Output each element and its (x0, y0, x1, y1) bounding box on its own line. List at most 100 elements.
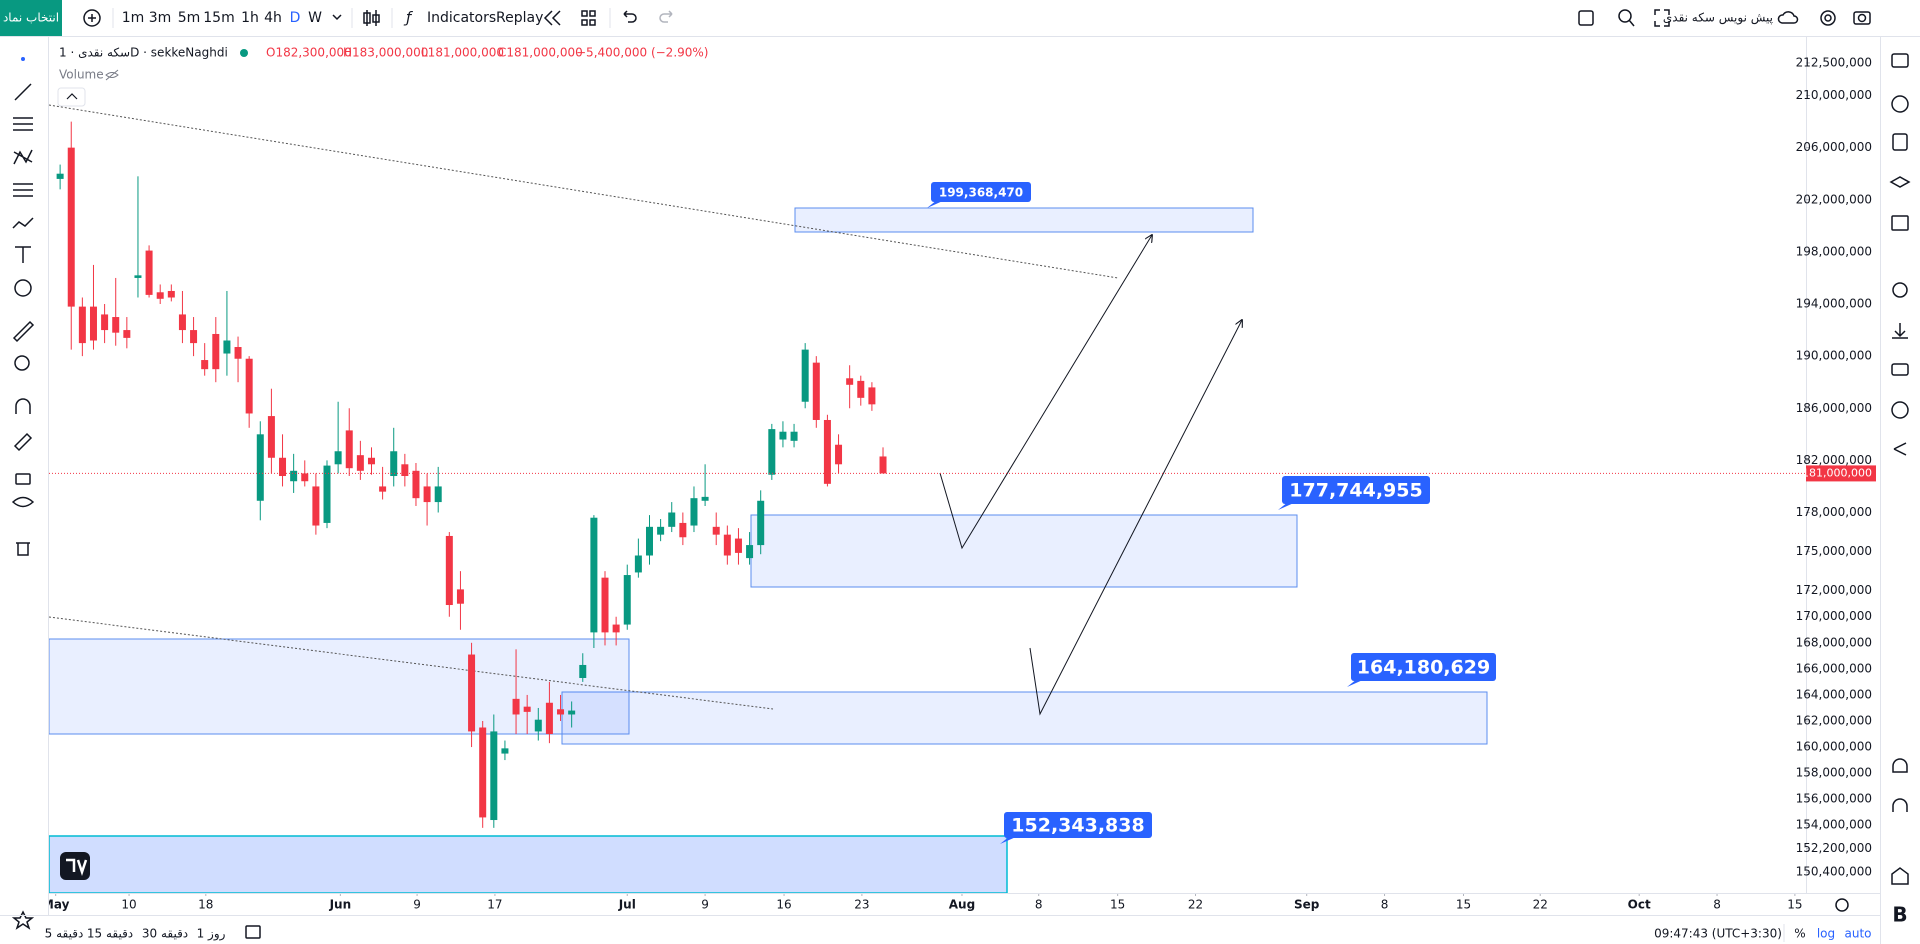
text-tool[interactable] (15, 246, 31, 263)
layers-icon[interactable] (1889, 176, 1911, 188)
auto-toggle[interactable]: auto (1844, 927, 1871, 941)
range-button[interactable]: 5 دقیقه (45, 927, 84, 941)
lock-tool[interactable] (15, 473, 31, 485)
interval-dropdown-icon[interactable] (332, 14, 342, 21)
candle-body (601, 577, 609, 633)
interval-group: 1m 3m 5m 15m 1h 4h D W (122, 10, 322, 26)
candle-body (701, 496, 709, 501)
draft-label[interactable]: پیش نویس سکه نقدی (1663, 11, 1773, 26)
cloud-icon[interactable] (1777, 11, 1799, 24)
share-icon[interactable] (1893, 442, 1907, 456)
notifications-icon[interactable] (1892, 758, 1908, 773)
candle-body (734, 538, 742, 553)
volume-hidden-icon[interactable] (105, 69, 119, 81)
interval-button[interactable]: 1h (241, 10, 259, 26)
zoom-icon-handle (1628, 19, 1635, 27)
icon-stroke (372, 14, 380, 23)
settings-side-icon[interactable] (1892, 282, 1908, 298)
interval-button[interactable]: D (290, 10, 301, 26)
watchlist-icon[interactable] (1891, 53, 1909, 68)
log-toggle[interactable]: log (1817, 927, 1835, 941)
sidebar-badge[interactable]: B (1892, 903, 1907, 927)
undo-icon[interactable] (623, 10, 637, 23)
visibility-tool[interactable] (11, 496, 35, 508)
redo-icon[interactable] (659, 10, 673, 23)
range-button[interactable]: 30 دقیقه (142, 927, 188, 941)
replay-icon[interactable] (543, 10, 561, 26)
cursor-tool[interactable] (21, 57, 25, 61)
symbol-button[interactable] (0, 0, 62, 36)
callout-label: 152,343,838 (1011, 815, 1144, 837)
candle-body (134, 275, 142, 278)
callout-label: 164,180,629 (1357, 657, 1490, 679)
candle-body (868, 387, 876, 405)
interval-button[interactable]: 1m (122, 10, 145, 26)
emoji-tool[interactable] (14, 279, 32, 297)
goto-date-icon[interactable] (245, 925, 261, 939)
candle-body (790, 431, 798, 441)
percent-toggle[interactable]: % (1794, 927, 1805, 941)
candle-body (612, 624, 620, 633)
clock: 09:47:43 (UTC+3:30) (1654, 927, 1782, 941)
logo-mark (66, 858, 88, 876)
indicators-button[interactable]: Indicators (427, 10, 496, 26)
alerts-icon[interactable] (1891, 95, 1909, 113)
y-tick-label: 194,000,000 (1796, 297, 1872, 311)
legend: سکه نقدی · 1D · sekkeNaghdi O182,300,000… (57, 46, 708, 107)
notes-icon[interactable] (1892, 133, 1908, 151)
brush-tool[interactable] (12, 217, 34, 229)
zone-box (794, 207, 1254, 233)
interval-button[interactable]: W (308, 10, 322, 26)
add-symbol-icon[interactable] (83, 9, 101, 27)
y-tick-label: 190,000,000 (1796, 349, 1872, 363)
interval-button[interactable]: 15m (203, 10, 234, 26)
candle-body (823, 419, 831, 484)
candle-body (679, 522, 687, 538)
interval-button[interactable]: 4h (264, 10, 282, 26)
candle-body (523, 706, 531, 712)
bottom-bar: 5 دقیقه 15 دقیقه 30 دقیقه 1 روز 09:47:43 (U… (0, 915, 1880, 942)
interval-button[interactable]: 5m (178, 10, 201, 26)
y-tick-label: 152,200,000 (1796, 841, 1872, 855)
trendline-tool[interactable] (14, 83, 32, 101)
x-tick-label: 9 (701, 898, 709, 912)
fullscreen-icon[interactable] (1654, 9, 1670, 27)
pattern-tool[interactable] (13, 149, 33, 165)
legend-volume[interactable]: Volume (59, 68, 104, 82)
range-button[interactable]: 1 روز (197, 927, 226, 942)
y-tick-label: 166,000,000 (1796, 661, 1872, 675)
fib-tool[interactable] (13, 117, 33, 131)
home-icon[interactable] (1891, 867, 1909, 885)
delete-tool[interactable] (16, 542, 30, 556)
last-price-tag (1806, 465, 1876, 482)
zoom-icon[interactable] (1618, 9, 1632, 23)
profile-icon[interactable] (1891, 401, 1909, 419)
indicators-icon[interactable]: ƒ (403, 9, 413, 27)
candle-body (267, 416, 275, 458)
replay-button[interactable]: Replay (496, 10, 543, 26)
draw-mode-tool[interactable] (13, 432, 33, 452)
collapse-button[interactable] (57, 87, 86, 107)
favorites-star[interactable] (11, 910, 35, 930)
card-icon[interactable] (1891, 363, 1909, 376)
axis-settings-icon[interactable] (1835, 898, 1849, 912)
news-icon[interactable] (1891, 215, 1909, 231)
zoom-tool[interactable] (14, 355, 30, 371)
support-icon[interactable] (1892, 798, 1908, 812)
ruler-tool[interactable] (12, 320, 35, 343)
square-icon[interactable] (1578, 10, 1594, 26)
settings-icon[interactable] (1820, 10, 1836, 26)
candle-body (512, 698, 520, 715)
download-icon[interactable] (1892, 323, 1908, 339)
chart-type-icon[interactable] (363, 10, 380, 26)
layout-icon[interactable] (581, 10, 596, 26)
camera-icon[interactable] (1853, 11, 1871, 25)
symbol-button-label[interactable]: انتخاب نماد (3, 11, 59, 25)
magnet-tool[interactable] (15, 398, 31, 414)
interval-button[interactable]: 3m (149, 10, 172, 26)
y-tick-label: 164,000,000 (1796, 687, 1872, 701)
range-button[interactable]: 15 دقیقه (87, 927, 133, 941)
candle-body (390, 451, 398, 477)
projection-tool[interactable] (13, 183, 33, 197)
